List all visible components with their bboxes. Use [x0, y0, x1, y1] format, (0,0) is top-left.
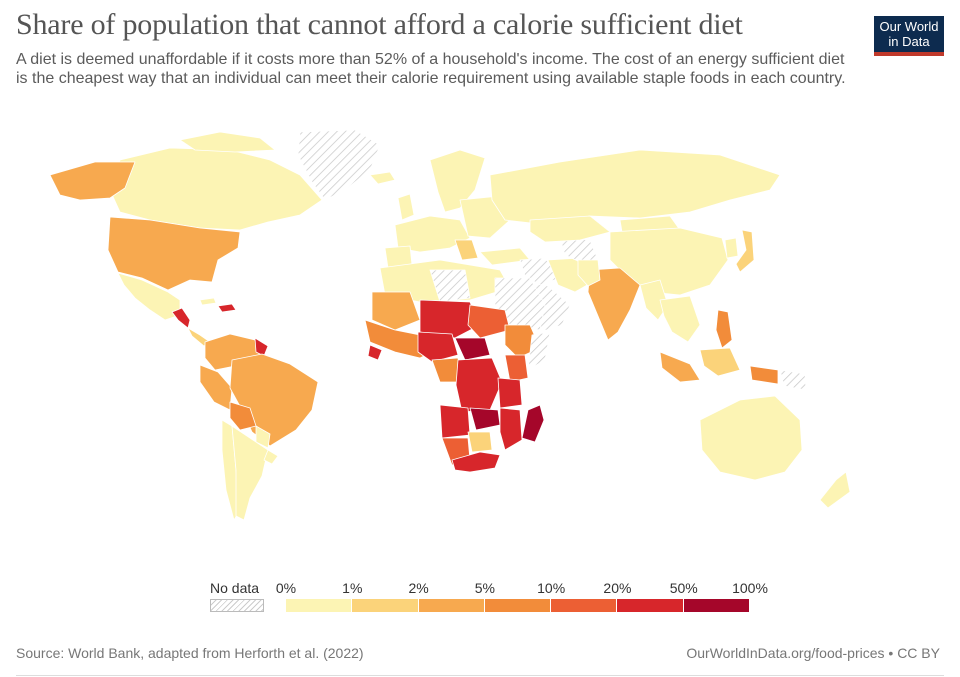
- region-canada[interactable]: [109, 147, 323, 231]
- region-madagascar[interactable]: [521, 404, 545, 443]
- legend-bin[interactable]: [352, 599, 418, 612]
- region-usa[interactable]: [107, 216, 241, 291]
- region-botswana[interactable]: [467, 431, 493, 453]
- chart-subtitle: A diet is deemed unaffordable if it cost…: [16, 51, 846, 87]
- region-sudan-south[interactable]: [467, 304, 511, 339]
- region-philippines[interactable]: [715, 309, 733, 349]
- region-drc[interactable]: [455, 357, 503, 413]
- region-malawi-mozambique[interactable]: [499, 407, 523, 451]
- region-mauritania-mali[interactable]: [371, 291, 421, 331]
- region-sierra-leone[interactable]: [367, 344, 383, 361]
- region-western-sahara-algeria[interactable]: [429, 269, 471, 303]
- region-bolivia[interactable]: [229, 401, 257, 431]
- region-paraguay[interactable]: [255, 425, 271, 449]
- region-russia[interactable]: [489, 149, 781, 225]
- region-mexico[interactable]: [117, 272, 181, 321]
- legend-bin[interactable]: [683, 599, 749, 612]
- legend-no-data-label: No data: [210, 580, 260, 596]
- region-new-zealand[interactable]: [819, 471, 851, 509]
- region-australia[interactable]: [699, 395, 803, 481]
- region-afghanistan[interactable]: [559, 237, 599, 263]
- region-argentina[interactable]: [231, 425, 269, 521]
- credit-link[interactable]: OurWorldInData.org/food-prices • CC BY: [686, 645, 940, 661]
- region-peru[interactable]: [199, 364, 233, 411]
- region-korea[interactable]: [724, 237, 739, 259]
- owid-logo[interactable]: Our World in Data: [874, 16, 944, 56]
- region-tanzania[interactable]: [497, 377, 523, 409]
- region-india[interactable]: [587, 267, 641, 341]
- region-uk[interactable]: [397, 193, 415, 221]
- region-alaska[interactable]: [49, 161, 136, 201]
- region-greenland[interactable]: [297, 129, 381, 201]
- region-kazakhstan[interactable]: [529, 215, 611, 243]
- legend-tick-label: 50%: [669, 580, 698, 596]
- region-egypt-sudan[interactable]: [494, 277, 546, 331]
- chart-title: Share of population that cannot afford a…: [16, 8, 743, 41]
- footer-rule: [16, 675, 944, 676]
- source-note: Source: World Bank, adapted from Herfort…: [16, 645, 364, 661]
- legend-tick-label: 2%: [408, 580, 429, 596]
- legend-bin[interactable]: [484, 599, 551, 612]
- legend-tick-label: 100%: [732, 580, 768, 596]
- region-car[interactable]: [454, 337, 491, 361]
- region-niger-chad[interactable]: [419, 299, 481, 339]
- region-zambia[interactable]: [469, 407, 501, 431]
- region-png[interactable]: [779, 369, 807, 391]
- region-south-africa[interactable]: [451, 451, 501, 473]
- legend-bin[interactable]: [418, 599, 484, 612]
- world-map: [49, 129, 851, 521]
- legend-bin[interactable]: [617, 599, 683, 612]
- legend-tick-label: 0%: [275, 580, 297, 596]
- region-southeast-asia[interactable]: [659, 295, 701, 343]
- legend-tick-label: 1%: [342, 580, 363, 596]
- logo-line-2: in Data: [888, 34, 930, 49]
- legend-tick-label: 20%: [603, 580, 632, 596]
- region-indonesia-1[interactable]: [659, 351, 701, 383]
- region-balkans[interactable]: [454, 239, 479, 261]
- region-pakistan[interactable]: [577, 259, 601, 287]
- region-kenya[interactable]: [504, 354, 529, 383]
- legend-no-data-swatch[interactable]: [210, 599, 264, 612]
- region-angola[interactable]: [439, 404, 471, 439]
- region-caribbean-2[interactable]: [199, 297, 217, 306]
- legend-tick-label: 10%: [537, 580, 566, 596]
- region-japan[interactable]: [735, 229, 755, 273]
- logo-line-1: Our World: [879, 19, 939, 34]
- region-canada-islands[interactable]: [179, 131, 276, 153]
- region-central-america[interactable]: [171, 307, 191, 329]
- region-nigeria[interactable]: [417, 331, 459, 363]
- legend-bin[interactable]: [286, 599, 352, 612]
- region-iceland[interactable]: [369, 171, 396, 185]
- legend-tick-label: 5%: [474, 580, 495, 596]
- region-somalia[interactable]: [527, 331, 551, 371]
- region-brazil[interactable]: [229, 353, 319, 447]
- region-indonesia-3[interactable]: [749, 365, 779, 385]
- region-uruguay[interactable]: [263, 449, 279, 465]
- region-caribbean[interactable]: [217, 303, 237, 313]
- legend-bin[interactable]: [551, 599, 617, 612]
- legend: No data 0% 1% 2% 5% 10% 20% 50% 100%: [200, 578, 800, 614]
- region-indonesia-2[interactable]: [699, 347, 741, 377]
